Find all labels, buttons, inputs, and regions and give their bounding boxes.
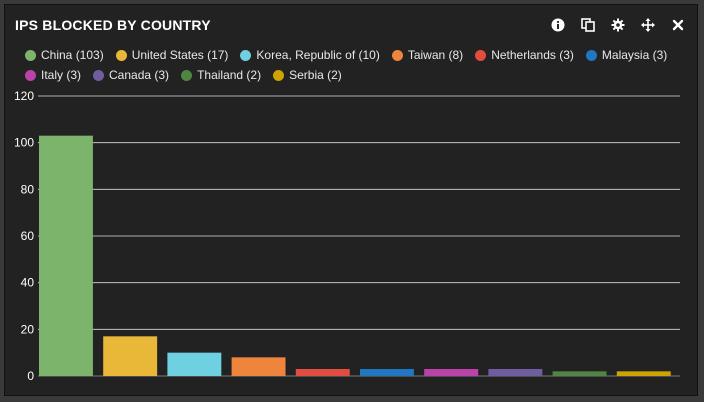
- bar-serbia[interactable]: [616, 371, 671, 376]
- bar-korea-republic-of[interactable]: [167, 352, 222, 376]
- legend-dot-icon: [391, 49, 403, 61]
- legend-label: Malaysia (3): [601, 48, 668, 62]
- legend-dot-icon: [181, 69, 193, 81]
- move-icon[interactable]: [639, 16, 657, 34]
- legend-item[interactable]: Thailand (2): [181, 67, 261, 83]
- legend-item[interactable]: Italy (3): [25, 67, 81, 83]
- chart-widget: IPS BLOCKED BY COUNTRY China (103) United…: [4, 4, 698, 396]
- y-tick-label: 0: [27, 369, 34, 383]
- legend-item[interactable]: United States (17): [115, 47, 229, 63]
- legend-dot-icon: [585, 49, 597, 61]
- y-tick-label: 40: [21, 276, 35, 290]
- bar-taiwan[interactable]: [231, 357, 286, 376]
- bar-united-states[interactable]: [103, 336, 158, 376]
- legend-item[interactable]: Netherlands (3): [475, 47, 574, 63]
- legend-label: Thailand (2): [197, 68, 262, 82]
- gear-icon[interactable]: [609, 16, 627, 34]
- bar-netherlands[interactable]: [295, 369, 350, 376]
- legend-label: Taiwan (8): [407, 48, 464, 62]
- legend-dot-icon: [273, 69, 285, 81]
- legend-item[interactable]: Taiwan (8): [391, 47, 464, 63]
- y-tick-label: 120: [14, 89, 34, 103]
- bar-thailand[interactable]: [552, 371, 607, 376]
- legend-dot-icon: [475, 49, 487, 61]
- bar-canada[interactable]: [488, 369, 543, 376]
- legend-label: Korea, Republic of (10): [256, 48, 380, 62]
- y-tick-label: 20: [21, 322, 35, 336]
- legend-dot-icon: [240, 49, 252, 61]
- legend-item[interactable]: Malaysia (3): [585, 47, 668, 63]
- legend-dot-icon: [115, 49, 127, 61]
- legend-item[interactable]: Serbia (2): [273, 67, 342, 83]
- bar-china[interactable]: [39, 135, 93, 376]
- legend-dot-icon: [25, 69, 36, 81]
- copy-icon[interactable]: [579, 16, 597, 34]
- legend-item[interactable]: Canada (3): [93, 67, 169, 83]
- widget-toolbar: [549, 16, 687, 34]
- legend-item[interactable]: Korea, Republic of (10): [240, 47, 380, 63]
- close-icon[interactable]: [669, 16, 687, 34]
- legend-label: Italy (3): [41, 68, 82, 82]
- chart-legend: China (103) United States (17) Korea, Repu…: [25, 47, 685, 83]
- info-icon[interactable]: [549, 16, 567, 34]
- legend-dot-icon: [93, 69, 105, 81]
- y-tick-label: 60: [21, 229, 35, 243]
- legend-label: Serbia (2): [289, 68, 342, 82]
- widget-title: IPS BLOCKED BY COUNTRY: [15, 17, 211, 33]
- legend-item[interactable]: China (103): [25, 47, 104, 63]
- legend-label: Canada (3): [109, 68, 170, 82]
- bar-malaysia[interactable]: [360, 369, 414, 376]
- y-tick-label: 80: [21, 182, 35, 196]
- legend-label: United States (17): [131, 48, 229, 62]
- y-tick-label: 100: [14, 136, 34, 150]
- legend-dot-icon: [25, 49, 36, 61]
- bar-italy[interactable]: [424, 369, 479, 376]
- legend-label: Netherlands (3): [491, 48, 574, 62]
- legend-label: China (103): [41, 48, 104, 62]
